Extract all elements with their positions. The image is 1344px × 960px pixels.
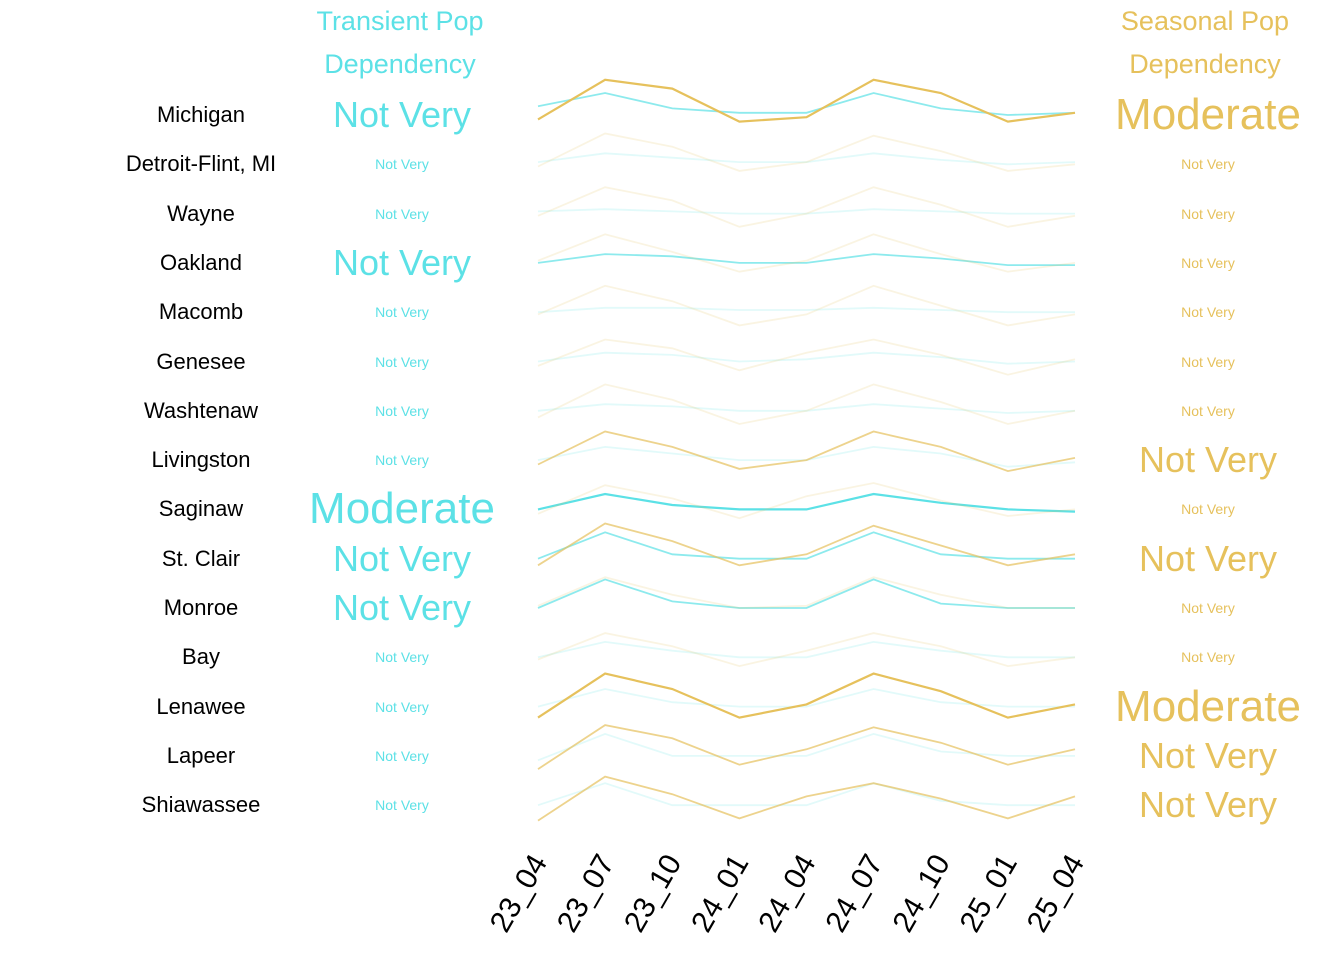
x-tick-label: 25_04 xyxy=(1021,849,1091,938)
seasonal-level-label: Not Very xyxy=(1138,734,1278,776)
transient-series-lapeer xyxy=(537,732,1075,762)
seasonal-level-label: Not Very xyxy=(1181,600,1235,616)
row-label: Shiawassee xyxy=(141,792,261,818)
seasonal-series-macomb xyxy=(537,284,1076,327)
transient-series-macomb xyxy=(537,306,1075,314)
transient-level-label: Not Very xyxy=(375,304,429,321)
seasonal-series-wayne xyxy=(537,186,1076,228)
seasonal-series-genesee xyxy=(537,338,1076,376)
x-tick-label: 24_10 xyxy=(887,849,957,938)
transient-series-bay xyxy=(537,640,1075,659)
x-tick-label: 24_07 xyxy=(819,849,889,938)
row-label: Lapeer xyxy=(166,742,236,768)
seasonal-series-livingston xyxy=(537,430,1076,473)
transient-level-label: Not Very xyxy=(332,537,472,579)
seasonal-series-st-clair xyxy=(537,522,1076,567)
transient-header: Transient Pop Dependency xyxy=(280,0,520,86)
seasonal-header: Seasonal Pop Dependency xyxy=(1085,0,1325,86)
transient-level-label: Not Very xyxy=(375,452,429,469)
seasonal-level-label: Moderate xyxy=(1115,681,1301,731)
transient-series-shiawassee xyxy=(537,782,1075,807)
row-label: St. Clair xyxy=(161,545,241,571)
transient-series-oakland xyxy=(537,253,1075,267)
seasonal-series-oakland xyxy=(537,233,1076,273)
seasonal-level-label: Not Very xyxy=(1181,304,1235,321)
seasonal-level-label: Not Very xyxy=(1138,439,1278,481)
row-label: Genesee xyxy=(156,348,246,374)
transient-series-wayne xyxy=(537,208,1075,215)
transient-header-line1: Transient Pop xyxy=(316,6,484,36)
row-label: Lenawee xyxy=(156,693,246,719)
row-label: Livingston xyxy=(151,447,251,473)
seasonal-series-monroe xyxy=(537,576,1075,609)
x-tick-label: 24_01 xyxy=(685,849,755,938)
transient-series-lenawee xyxy=(537,688,1075,708)
seasonal-header-line1: Seasonal Pop xyxy=(1120,6,1290,36)
row-label: Washtenaw xyxy=(143,397,259,423)
row-label: Monroe xyxy=(163,595,239,620)
seasonal-series-shiawassee xyxy=(537,775,1076,822)
transient-series-livingston xyxy=(537,445,1076,468)
row-label: Detroit-Flint, MI xyxy=(125,151,277,177)
transient-level-label: Not Very xyxy=(375,353,429,370)
x-tick-label: 24_04 xyxy=(752,849,822,938)
seasonal-series-lapeer xyxy=(537,724,1076,770)
seasonal-series-saginaw xyxy=(537,482,1076,520)
transient-level-label: Not Very xyxy=(332,94,472,135)
seasonal-series-lenawee xyxy=(537,672,1076,719)
seasonal-level-label: Not Very xyxy=(1181,649,1235,666)
transient-header-line2: Dependency xyxy=(324,49,476,79)
seasonal-level-label: Not Very xyxy=(1181,205,1235,222)
x-tick-label: 23_04 xyxy=(484,849,554,938)
row-label: Bay xyxy=(182,644,220,670)
transient-series-saginaw xyxy=(537,492,1076,513)
seasonal-level-label: Not Very xyxy=(1181,254,1235,271)
transient-level-label: Not Very xyxy=(375,747,429,764)
transient-series-michigan xyxy=(537,92,1076,116)
seasonal-level-label: Not Very xyxy=(1181,402,1235,419)
transient-level-label: Not Very xyxy=(375,698,429,715)
seasonal-level-label: Moderate xyxy=(1115,90,1301,139)
transient-series-genesee xyxy=(537,351,1076,365)
seasonal-header-line2: Dependency xyxy=(1129,49,1281,79)
seasonal-level-label: Not Very xyxy=(1138,784,1278,826)
transient-series-washtenaw xyxy=(537,403,1076,414)
seasonal-series-washtenaw xyxy=(537,383,1076,425)
row-label: Oakland xyxy=(160,249,242,275)
row-label: Wayne xyxy=(167,200,235,226)
transient-level-label: Moderate xyxy=(309,484,495,534)
seasonal-level-label: Not Very xyxy=(1138,537,1278,579)
row-label: Michigan xyxy=(156,102,246,127)
transient-series-st-clair xyxy=(537,531,1075,560)
transient-series-monroe xyxy=(537,578,1075,609)
transient-level-label: Not Very xyxy=(332,587,472,628)
seasonal-level-label: Not Very xyxy=(1181,501,1235,518)
transient-level-label: Not Very xyxy=(375,205,429,222)
row-label: Saginaw xyxy=(158,496,244,522)
x-tick-label: 23_10 xyxy=(618,849,688,938)
transient-level-label: Not Very xyxy=(375,156,429,173)
transient-series-detroit-flint-mi xyxy=(537,152,1076,166)
transient-level-label: Not Very xyxy=(375,402,429,419)
seasonal-level-label: Not Very xyxy=(1181,156,1235,173)
x-tick-label: 23_07 xyxy=(551,849,621,938)
row-label: Macomb xyxy=(158,299,244,325)
transient-level-label: Not Very xyxy=(375,797,429,814)
seasonal-level-label: Not Very xyxy=(1181,353,1235,370)
transient-level-label: Not Very xyxy=(332,241,472,283)
x-tick-label: 25_01 xyxy=(954,849,1024,938)
seasonal-series-michigan xyxy=(537,78,1076,123)
seasonal-series-detroit-flint-mi xyxy=(537,132,1076,172)
seasonal-series-bay xyxy=(537,632,1076,668)
transient-level-label: Not Very xyxy=(375,649,429,666)
